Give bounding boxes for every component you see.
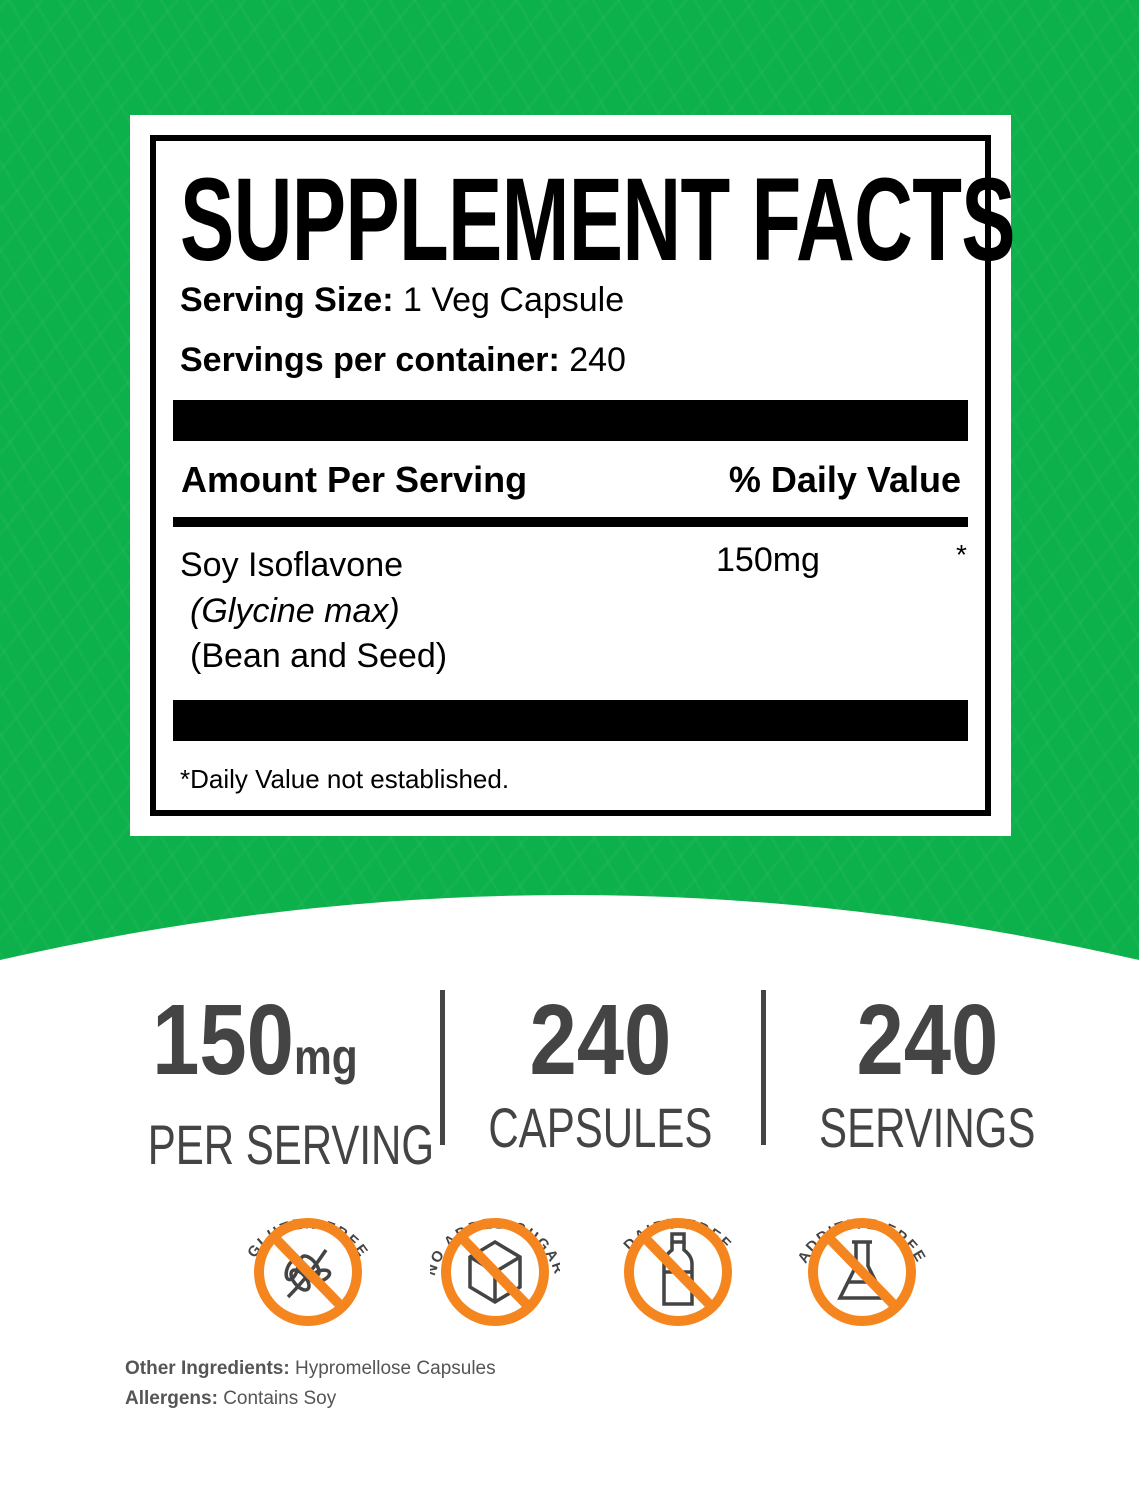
ingredient-latin: (Glycine max)	[190, 592, 400, 630]
stat-label: SERVINGS	[819, 1096, 1036, 1159]
facts-title: SUPPLEMENT FACTS	[180, 154, 1016, 286]
thick-divider	[173, 700, 968, 741]
stat-unit: mg	[294, 1029, 358, 1085]
stat-servings: 240 SERVINGS	[775, 990, 1080, 1158]
ingredient-name: Soy Isoflavone	[180, 546, 404, 584]
servings-label: Servings per container:	[180, 341, 560, 379]
other-ingredients-label: Other Ingredients:	[125, 1358, 290, 1379]
stat-value: 240	[529, 984, 671, 1096]
ingredient-amount: 150mg	[716, 541, 820, 579]
stat-value: 150	[152, 984, 295, 1096]
servings-value: 240	[569, 341, 626, 379]
prohibition-circle-icon	[624, 1218, 732, 1326]
stat-per-serving: 150mg PER SERVING	[100, 990, 434, 1175]
ingredient-dv: *	[956, 539, 967, 570]
other-ingredients: Other Ingredients: Hypromellose Capsules	[125, 1358, 496, 1380]
divider	[761, 990, 766, 1145]
amount-header: Amount Per Serving	[181, 459, 528, 500]
prohibition-circle-icon	[254, 1218, 362, 1326]
allergens: Allergens: Contains Soy	[125, 1388, 336, 1410]
other-ingredients-value: Hypromellose Capsules	[294, 1358, 496, 1379]
thick-divider	[173, 400, 968, 441]
divider	[440, 990, 445, 1145]
serving-size-value: 1 Veg Capsule	[402, 281, 625, 319]
badge-dairy-free: DAIRY FREE	[613, 1185, 743, 1335]
servings-per-container: Servings per container: 240	[180, 341, 626, 380]
serving-size-label: Serving Size:	[180, 281, 394, 319]
prohibition-circle-icon	[441, 1218, 549, 1326]
badge-gluten-free: GLUTEN FREE	[243, 1185, 373, 1335]
allergens-value: Contains Soy	[223, 1388, 337, 1409]
stat-capsules: 240 CAPSULES	[450, 990, 750, 1158]
stat-value: 240	[856, 984, 999, 1096]
dv-header: % Daily Value	[728, 459, 961, 500]
serving-size: Serving Size: 1 Veg Capsule	[180, 281, 624, 320]
facts-border: SUPPLEMENT FACTS Serving Size: 1 Veg Cap…	[150, 135, 1016, 816]
allergens-label: Allergens:	[125, 1388, 218, 1409]
stat-label: PER SERVING	[147, 1113, 435, 1176]
ingredient-part: (Bean and Seed)	[190, 637, 448, 675]
supplement-facts-panel: SUPPLEMENT FACTS Serving Size: 1 Veg Cap…	[130, 115, 1016, 836]
white-curve	[0, 895, 1139, 1000]
badge-no-added-sugar: NO ADDED SUGAR	[422, 1185, 566, 1335]
medium-divider	[173, 517, 968, 527]
prohibition-circle-icon	[808, 1218, 916, 1326]
stat-label: CAPSULES	[487, 1096, 713, 1159]
badge-additive-free: ADDITIVE FREE	[794, 1185, 928, 1335]
footnote: *Daily Value not established.	[180, 764, 510, 794]
